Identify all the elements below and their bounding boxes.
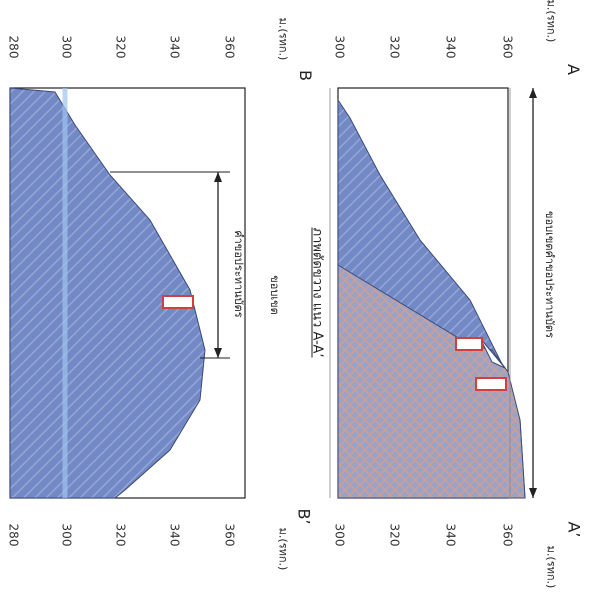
top-left-tick: 300 — [332, 35, 347, 59]
bottom-dimension-label-line1: ขอบเขต — [268, 275, 281, 315]
top-dimension-arrow-up — [529, 88, 537, 98]
top-red-marker-2 — [475, 377, 507, 391]
bottom-dimension-arrow-down — [214, 348, 222, 358]
section-title: ภาพตัดขวาง แนว A-A’ — [309, 227, 325, 358]
bottom-right-tick: 280 — [6, 523, 21, 547]
top-red-marker-1 — [455, 337, 483, 351]
corner-b-prime-label: B’ — [294, 508, 314, 525]
top-right-unit: ม.(รทก.) — [544, 545, 558, 589]
bottom-dimension-arrow-up — [214, 172, 222, 182]
top-excavation-notch — [479, 337, 506, 369]
bottom-left-tick: 280 — [6, 35, 21, 59]
bottom-right-tick: 300 — [59, 523, 74, 547]
bottom-right-tick: 340 — [167, 523, 182, 547]
top-right-tick: 300 — [332, 523, 347, 547]
bottom-left-tick: 320 — [113, 35, 128, 59]
corner-a-prime-label: A’ — [564, 521, 584, 538]
bottom-left-tick: 340 — [167, 35, 182, 59]
top-right-tick: 320 — [387, 523, 402, 547]
corner-a-label: A — [563, 64, 583, 75]
bottom-red-marker — [162, 295, 194, 309]
top-right-tick: 360 — [500, 523, 515, 547]
bottom-dimension-label-line2: คำขอประทานบัตร — [232, 230, 245, 318]
bottom-terrain — [9, 87, 206, 499]
top-left-tick: 360 — [500, 35, 515, 59]
top-dimension-label: ขอบเขตคำขอประทานบัตร — [543, 211, 556, 338]
top-left-tick: 320 — [387, 35, 402, 59]
bottom-left-tick: 300 — [59, 35, 74, 59]
top-left-tick: 340 — [443, 35, 458, 59]
bottom-right-unit: ม.(รทก.) — [276, 527, 290, 571]
bottom-left-unit: ม.(รทก.) — [276, 17, 290, 61]
top-left-unit: ม.(รทก.) — [544, 0, 558, 43]
top-right-tick: 340 — [443, 523, 458, 547]
bottom-right-tick: 320 — [113, 523, 128, 547]
top-dimension-arrow-down — [529, 488, 537, 498]
corner-b-label: B — [295, 70, 315, 81]
bottom-left-tick: 360 — [222, 35, 237, 59]
bottom-right-tick: 360 — [222, 523, 237, 547]
